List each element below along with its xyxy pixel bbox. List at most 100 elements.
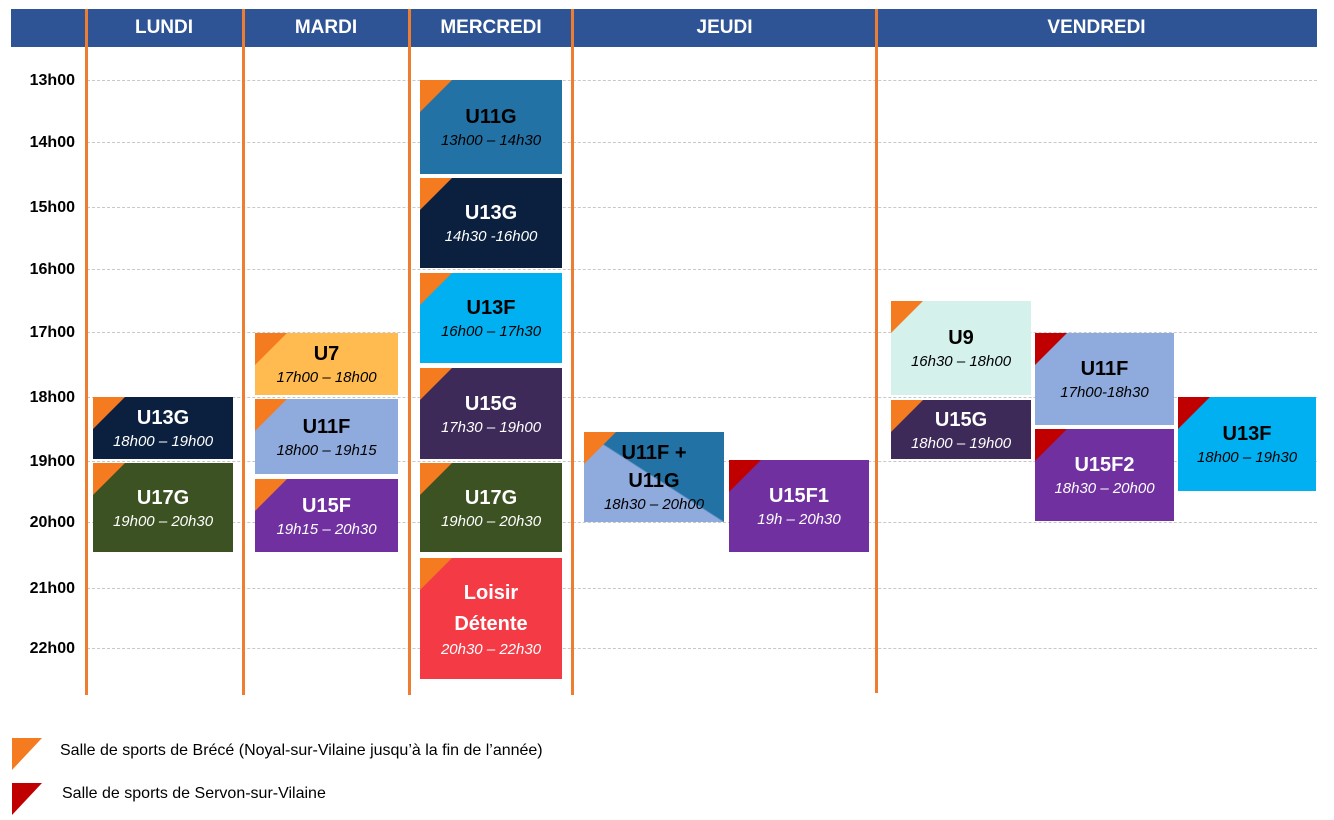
session-title: Loisir xyxy=(463,581,519,604)
venue-corner-flag xyxy=(1035,333,1067,365)
session-card-mercredi-u11g[interactable]: U11G 13h00 – 14h30 xyxy=(420,80,562,174)
session-title: U15F2 xyxy=(1074,454,1135,476)
day-header-bar: LUNDI MARDI MERCREDI JEUDI VENDREDI xyxy=(11,9,1317,47)
day-header-lundi: LUNDI xyxy=(134,17,194,38)
column-separator xyxy=(571,9,574,695)
session-time: 19h15 – 20h30 xyxy=(276,520,377,538)
session-card-mercredi-u15g[interactable]: U15G 17h30 – 19h00 xyxy=(420,368,562,459)
venue-corner-flag xyxy=(1035,429,1067,461)
session-card-mardi-u11f[interactable]: U11F 18h00 – 19h15 xyxy=(255,399,398,474)
session-time: 18h00 – 19h15 xyxy=(276,441,377,459)
venue-corner-flag xyxy=(584,432,616,464)
column-separator xyxy=(242,9,245,695)
session-card-mercredi-u17g[interactable]: U17G 19h00 – 20h30 xyxy=(420,463,562,552)
hour-gridline xyxy=(87,207,1317,208)
hour-label: 15h00 xyxy=(29,199,75,216)
hour-gridline xyxy=(87,648,1317,649)
column-separator xyxy=(85,9,88,695)
session-title: U11F xyxy=(302,415,351,438)
session-title: U15G xyxy=(934,408,988,431)
hour-gridline xyxy=(87,80,1317,81)
session-card-jeudi-u15f1[interactable]: U15F1 19h – 20h30 xyxy=(729,460,869,552)
venue-corner-flag xyxy=(420,178,452,210)
venue-corner-flag xyxy=(255,333,287,365)
session-card-vendredi-u13f[interactable]: U13F 18h00 – 19h30 xyxy=(1178,397,1316,491)
legend-servon-label: Salle de sports de Servon-sur-Vilaine xyxy=(62,785,326,802)
session-time: 18h00 – 19h00 xyxy=(112,433,214,450)
legend-servon-flag-icon xyxy=(12,783,42,815)
session-time: 14h30 -16h00 xyxy=(444,228,538,245)
day-header-mardi: MARDI xyxy=(294,17,358,38)
session-time: 13h00 – 14h30 xyxy=(440,132,542,149)
venue-corner-flag xyxy=(891,400,923,432)
session-title: U13G xyxy=(136,407,190,429)
session-card-vendredi-u9[interactable]: U9 16h30 – 18h00 xyxy=(891,301,1031,395)
session-card-mercredi-u13f[interactable]: U13F 16h00 – 17h30 xyxy=(420,273,562,363)
hour-gridline xyxy=(87,588,1317,589)
hour-label: 17h00 xyxy=(29,324,75,341)
session-title: U13F xyxy=(466,297,516,319)
session-title: U13F xyxy=(1222,423,1272,445)
venue-corner-flag xyxy=(420,273,452,305)
hour-gridline xyxy=(87,397,1317,398)
session-time: 17h00-18h30 xyxy=(1060,384,1149,401)
session-time: 18h30 – 20h00 xyxy=(1054,480,1155,497)
session-title: U9 xyxy=(948,327,974,349)
session-time: 18h30 – 20h00 xyxy=(603,496,705,513)
session-time: 16h00 – 17h30 xyxy=(440,323,542,340)
session-time: 18h00 – 19h30 xyxy=(1196,449,1298,466)
venue-corner-flag xyxy=(255,399,287,431)
legend-brece-flag-icon xyxy=(12,738,42,770)
session-card-mercredi-loisir-detente[interactable]: Loisir Détente 20h30 – 22h30 xyxy=(420,558,562,679)
hour-label: 14h00 xyxy=(29,134,75,151)
session-title: U11G xyxy=(465,106,517,128)
day-header-jeudi: JEUDI xyxy=(696,17,753,38)
day-header-mercredi: MERCREDI xyxy=(440,17,542,38)
session-card-vendredi-u15f2[interactable]: U15F2 18h30 – 20h00 xyxy=(1035,429,1174,521)
session-title: U15F1 xyxy=(768,485,830,507)
hour-label: 16h00 xyxy=(29,261,75,278)
venue-corner-flag xyxy=(93,463,125,495)
session-card-lundi-u13g[interactable]: U13G 18h00 – 19h00 xyxy=(93,397,233,459)
hour-gridline xyxy=(87,142,1317,143)
hour-label: 19h00 xyxy=(29,453,75,470)
venue-corner-flag xyxy=(420,80,452,112)
session-card-vendredi-u11f[interactable]: U11F 17h00-18h30 xyxy=(1035,333,1174,425)
session-card-lundi-u17g[interactable]: U17G 19h00 – 20h30 xyxy=(93,463,233,552)
session-time: 19h00 – 20h30 xyxy=(440,512,542,530)
session-time: 17h30 – 19h00 xyxy=(440,418,542,436)
session-title: U15F xyxy=(302,494,351,517)
hour-label: 20h00 xyxy=(29,514,75,531)
column-separator xyxy=(408,9,411,695)
session-title: U15G xyxy=(464,392,518,415)
session-title: U17G xyxy=(136,486,190,509)
session-title: U11F xyxy=(1080,358,1129,380)
hour-gridline xyxy=(87,269,1317,270)
session-title: U11F + xyxy=(621,442,687,464)
day-header-vendredi: VENDREDI xyxy=(1047,17,1146,38)
venue-corner-flag xyxy=(420,558,452,590)
hour-gridline xyxy=(87,522,1317,523)
hour-gridline xyxy=(87,332,1317,333)
session-card-jeudi-u11f-u11g[interactable]: U11F + U11G 18h30 – 20h00 xyxy=(584,432,724,522)
session-card-vendredi-u15g[interactable]: U15G 18h00 – 19h00 xyxy=(891,400,1031,459)
session-title-line2: U11G xyxy=(628,470,680,492)
hour-label: 22h00 xyxy=(29,640,75,657)
session-time: 16h30 – 18h00 xyxy=(910,353,1012,370)
venue-corner-flag xyxy=(255,479,287,511)
column-separator xyxy=(875,9,878,693)
venue-corner-flag xyxy=(93,397,125,429)
session-card-mardi-u7[interactable]: U7 17h00 – 18h00 xyxy=(255,333,398,395)
session-time: 19h00 – 20h30 xyxy=(112,512,214,530)
hour-label: 13h00 xyxy=(29,72,75,89)
session-card-mercredi-u13g[interactable]: U13G 14h30 -16h00 xyxy=(420,178,562,268)
session-title: U17G xyxy=(464,486,518,509)
session-time: 19h – 20h30 xyxy=(757,511,841,528)
session-title: U13G xyxy=(464,202,518,224)
session-time: 20h30 – 22h30 xyxy=(440,640,542,658)
session-card-mardi-u15f[interactable]: U15F 19h15 – 20h30 xyxy=(255,479,398,552)
hour-label: 21h00 xyxy=(29,580,75,597)
session-title-line2: Détente xyxy=(454,612,528,635)
hour-label: 18h00 xyxy=(29,389,75,406)
venue-corner-flag xyxy=(1178,397,1210,429)
